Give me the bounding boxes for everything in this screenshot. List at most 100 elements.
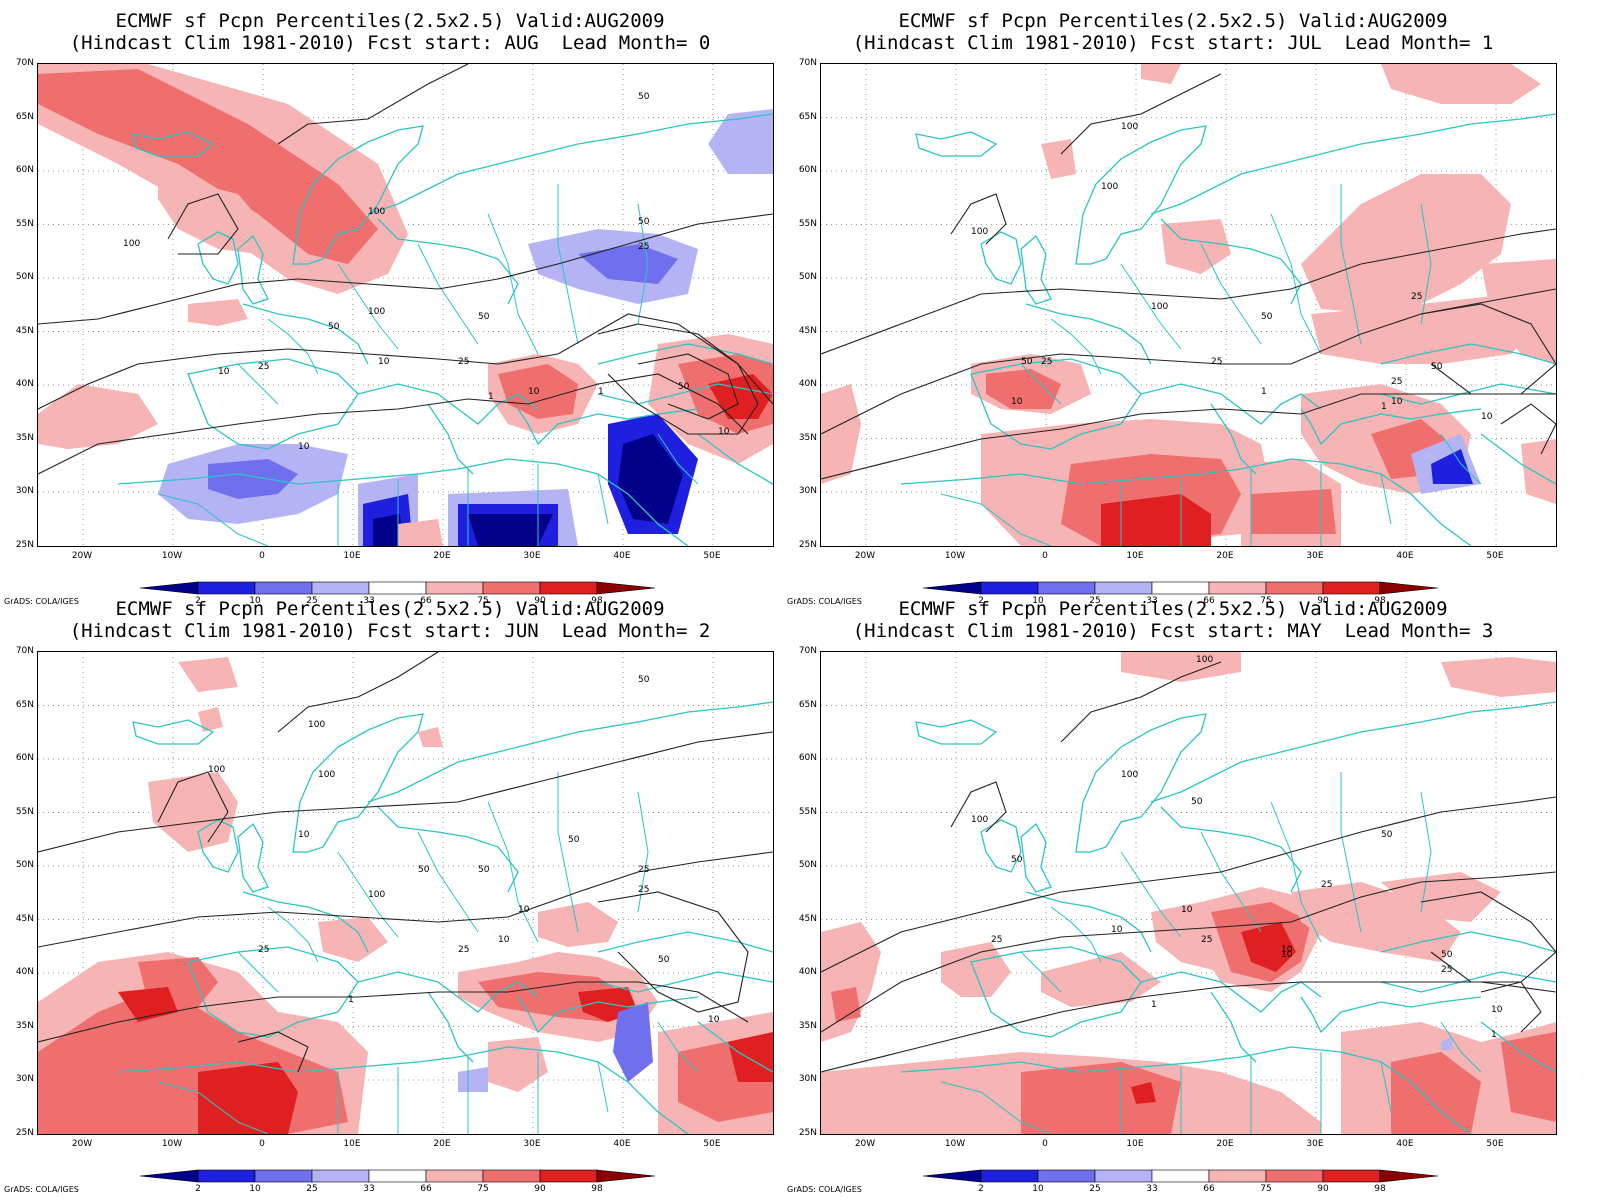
contour-label: 10	[1391, 397, 1403, 407]
colorbar-label: 66	[420, 1184, 432, 1194]
coastline	[242, 891, 369, 953]
lat-tick-label: 25N	[798, 539, 817, 550]
contour-label: 50	[638, 217, 650, 227]
coastline	[1380, 343, 1556, 365]
contour-label: 25	[638, 885, 649, 895]
percentile-shading	[458, 1067, 488, 1092]
percentile-shading	[538, 902, 618, 947]
colorbar-segment	[311, 1169, 370, 1183]
lon-tick-label: 20W	[71, 551, 93, 561]
contour-label: 100	[1196, 655, 1213, 665]
country-border	[417, 831, 479, 933]
lon-tick-label: 10W	[161, 551, 183, 561]
contour-line	[1500, 403, 1556, 455]
coastline	[187, 358, 359, 450]
colorbar-segment	[254, 1169, 313, 1183]
colorbar-label: 10	[1032, 596, 1044, 606]
country-border	[267, 906, 319, 963]
lon-tick-label: 0	[1042, 1139, 1048, 1149]
contour-label: 50	[478, 865, 490, 875]
panel-title-line1: ECMWF sf Pcpn Percentiles(2.5x2.5) Valid…	[115, 10, 665, 32]
coastline	[1410, 493, 1472, 546]
contour-line	[237, 1031, 309, 1073]
percentile-shading	[821, 922, 881, 1042]
percentile-shading	[373, 514, 403, 546]
coastline	[117, 1046, 629, 1083]
percentile-shading	[613, 1002, 653, 1082]
lon-tick-label: 0	[259, 1139, 265, 1149]
contour-label: 50	[1381, 830, 1393, 840]
colorbar-label: 75	[1260, 1184, 1272, 1194]
grads-credit: GrADS: COLA/IGES	[4, 1185, 79, 1194]
contour-line	[1420, 891, 1556, 983]
contour-label: 25	[258, 362, 269, 372]
coastline	[970, 946, 1142, 1038]
percentile-shading	[821, 384, 861, 484]
country-border	[1200, 243, 1262, 345]
contour-line	[38, 373, 749, 475]
percentile-shading	[1391, 1052, 1481, 1134]
colorbar	[140, 1169, 656, 1183]
lat-tick-label: 50N	[798, 272, 817, 282]
colorbar-segment	[1322, 1169, 1381, 1183]
percentile-shading	[198, 707, 223, 732]
contour-line	[950, 193, 1007, 245]
colorbar-label: 90	[534, 596, 546, 606]
lon-tick-label: 20E	[1216, 551, 1234, 561]
percentile-shading	[728, 1032, 773, 1082]
colorbar-label: 33	[1146, 1184, 1158, 1194]
country-border	[267, 318, 319, 375]
contour-label: 1	[1261, 387, 1267, 397]
contour-line	[38, 213, 773, 325]
percentile-shading	[1161, 219, 1231, 274]
map-plot-area: 100 100 100 100 50 50 25 25 10 25 1 50 25 10 10 1	[820, 63, 1557, 547]
lon-tick-label: 20E	[433, 551, 451, 561]
lon-tick-label: 10W	[161, 1139, 183, 1149]
contour-label: 50	[678, 382, 690, 392]
coastline	[1300, 408, 1482, 446]
coastline	[1025, 303, 1152, 365]
percentile-shading	[831, 987, 861, 1022]
contour-line	[1480, 981, 1542, 1033]
percentile-shading	[498, 364, 578, 419]
contour-label: 10	[298, 830, 310, 840]
percentile-shading	[618, 434, 683, 524]
colorbar-arrow-high	[596, 581, 656, 595]
coastline	[970, 358, 1142, 450]
colorbar-segment	[425, 1169, 484, 1183]
coastline	[132, 719, 215, 745]
coastline	[597, 383, 773, 405]
coastline	[597, 931, 773, 953]
lat-tick-label: 55N	[798, 218, 817, 229]
colorbar-label: 66	[420, 596, 432, 606]
lat-tick-label: 30N	[15, 486, 34, 496]
lat-tick-label: 70N	[798, 646, 817, 656]
lat-tick-label: 30N	[15, 1074, 34, 1084]
colorbar	[923, 1169, 1439, 1183]
contour-label: 50	[568, 835, 580, 845]
coastline	[1410, 1081, 1472, 1134]
country-border	[940, 1081, 1052, 1134]
map-plot-area: 100 100 100 50 50 50 25 10 10 25 10 25 1 10 50 25 10 1	[820, 651, 1557, 1135]
coastline	[1380, 931, 1556, 953]
contour-line	[38, 981, 749, 1043]
lat-tick-label: 40N	[15, 967, 34, 977]
percentile-shading	[1501, 1032, 1556, 1122]
lon-tick-label: 20W	[71, 1139, 93, 1149]
grads-credit: GrADS: COLA/IGES	[787, 597, 862, 606]
coastline	[1150, 113, 1556, 215]
lat-tick-label: 55N	[798, 806, 817, 817]
coastline	[900, 458, 1412, 495]
panel-title-line2: (Hindcast Clim 1981-2010) Fcst start: JU…	[852, 32, 1494, 54]
percentile-shading	[1041, 139, 1076, 179]
contour-label: 25	[1041, 357, 1052, 367]
country-border	[237, 363, 279, 405]
lat-tick-label: 65N	[798, 699, 817, 710]
lat-tick-label: 45N	[798, 913, 817, 924]
contour-label: 10	[298, 442, 310, 452]
lon-tick-label: 10W	[944, 1139, 966, 1149]
lat-tick-label: 55N	[15, 806, 34, 817]
country-border	[1440, 1021, 1482, 1073]
lat-tick-label: 60N	[15, 165, 34, 175]
contour-label: 25	[1321, 880, 1332, 890]
